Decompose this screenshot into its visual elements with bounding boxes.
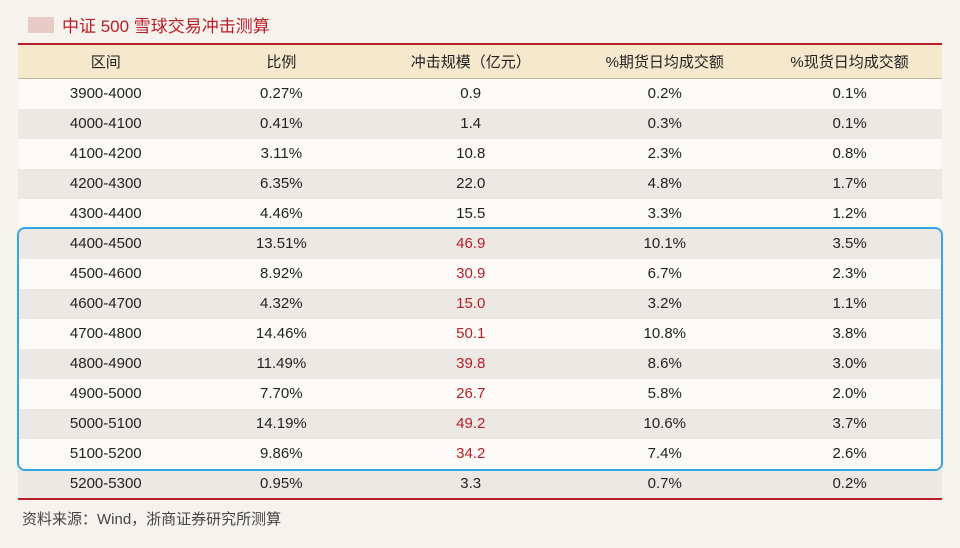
cell: 3.7%	[757, 409, 942, 439]
cell: 4000-4100	[18, 109, 194, 139]
cell: 5100-5200	[18, 439, 194, 469]
cell: 3.11%	[194, 139, 370, 169]
cell: 5.8%	[572, 379, 757, 409]
cell: 46.9	[369, 229, 572, 259]
cell: 0.8%	[757, 139, 942, 169]
cell: 6.7%	[572, 259, 757, 289]
cell: 9.86%	[194, 439, 370, 469]
cell: 1.2%	[757, 199, 942, 229]
cell: 30.9	[369, 259, 572, 289]
cell: 0.2%	[757, 469, 942, 499]
table-row: 4900-50007.70%26.75.8%2.0%	[18, 379, 942, 409]
cell: 1.1%	[757, 289, 942, 319]
cell: 3.3%	[572, 199, 757, 229]
cell: 2.0%	[757, 379, 942, 409]
cell: 3900-4000	[18, 79, 194, 109]
table-row: 4800-490011.49%39.88.6%3.0%	[18, 349, 942, 379]
cell: 6.35%	[194, 169, 370, 199]
cell: 4900-5000	[18, 379, 194, 409]
impact-table: 区间 比例 冲击规模（亿元） %期货日均成交额 %现货日均成交额 3900-40…	[18, 43, 942, 529]
logo-icon	[28, 17, 54, 33]
cell: 0.41%	[194, 109, 370, 139]
cell: 49.2	[369, 409, 572, 439]
cell: 10.8%	[572, 319, 757, 349]
cell: 7.4%	[572, 439, 757, 469]
col-impact: 冲击规模（亿元）	[369, 44, 572, 79]
cell: 4.8%	[572, 169, 757, 199]
table-row: 5000-510014.19%49.210.6%3.7%	[18, 409, 942, 439]
table-row: 4400-450013.51%46.910.1%3.5%	[18, 229, 942, 259]
col-range: 区间	[18, 44, 194, 79]
cell: 4700-4800	[18, 319, 194, 349]
cell: 4300-4400	[18, 199, 194, 229]
cell: 0.27%	[194, 79, 370, 109]
table-body: 3900-40000.27%0.90.2%0.1%4000-41000.41%1…	[18, 79, 942, 499]
cell: 0.95%	[194, 469, 370, 499]
cell: 1.7%	[757, 169, 942, 199]
cell: 2.3%	[572, 139, 757, 169]
cell: 3.3	[369, 469, 572, 499]
chart-title-row: 中证 500 雪球交易冲击测算	[18, 12, 942, 37]
cell: 4600-4700	[18, 289, 194, 319]
cell: 14.19%	[194, 409, 370, 439]
table-row: 5200-53000.95%3.30.7%0.2%	[18, 469, 942, 499]
table-row: 5100-52009.86%34.27.4%2.6%	[18, 439, 942, 469]
cell: 0.9	[369, 79, 572, 109]
col-pct: 比例	[194, 44, 370, 79]
table-row: 4700-480014.46%50.110.8%3.8%	[18, 319, 942, 349]
cell: 2.3%	[757, 259, 942, 289]
table-row: 4500-46008.92%30.96.7%2.3%	[18, 259, 942, 289]
cell: 8.6%	[572, 349, 757, 379]
cell: 3.0%	[757, 349, 942, 379]
chart-title: 中证 500 雪球交易冲击测算	[62, 12, 270, 37]
cell: 2.6%	[757, 439, 942, 469]
table-row: 4000-41000.41%1.40.3%0.1%	[18, 109, 942, 139]
cell: 0.2%	[572, 79, 757, 109]
table-row: 4100-42003.11%10.82.3%0.8%	[18, 139, 942, 169]
cell: 4.46%	[194, 199, 370, 229]
cell: 4500-4600	[18, 259, 194, 289]
cell: 14.46%	[194, 319, 370, 349]
cell: 3.5%	[757, 229, 942, 259]
cell: 50.1	[369, 319, 572, 349]
cell: 5000-5100	[18, 409, 194, 439]
cell: 1.4	[369, 109, 572, 139]
cell: 0.1%	[757, 79, 942, 109]
cell: 3.8%	[757, 319, 942, 349]
cell: 15.5	[369, 199, 572, 229]
cell: 4800-4900	[18, 349, 194, 379]
cell: 10.6%	[572, 409, 757, 439]
table-row: 4300-44004.46%15.53.3%1.2%	[18, 199, 942, 229]
col-spot: %现货日均成交额	[757, 44, 942, 79]
cell: 5200-5300	[18, 469, 194, 499]
cell: 10.8	[369, 139, 572, 169]
cell: 0.7%	[572, 469, 757, 499]
cell: 4400-4500	[18, 229, 194, 259]
cell: 15.0	[369, 289, 572, 319]
cell: 34.2	[369, 439, 572, 469]
cell: 4200-4300	[18, 169, 194, 199]
cell: 0.1%	[757, 109, 942, 139]
table-row: 4600-47004.32%15.03.2%1.1%	[18, 289, 942, 319]
cell: 0.3%	[572, 109, 757, 139]
cell: 13.51%	[194, 229, 370, 259]
cell: 4100-4200	[18, 139, 194, 169]
cell: 7.70%	[194, 379, 370, 409]
table-header-row: 区间 比例 冲击规模（亿元） %期货日均成交额 %现货日均成交额	[18, 44, 942, 79]
table-row: 4200-43006.35%22.04.8%1.7%	[18, 169, 942, 199]
cell: 26.7	[369, 379, 572, 409]
source-note: 资料来源：Wind，浙商证券研究所测算	[18, 499, 942, 529]
cell: 39.8	[369, 349, 572, 379]
cell: 11.49%	[194, 349, 370, 379]
col-fut: %期货日均成交额	[572, 44, 757, 79]
table-row: 3900-40000.27%0.90.2%0.1%	[18, 79, 942, 109]
cell: 4.32%	[194, 289, 370, 319]
cell: 22.0	[369, 169, 572, 199]
cell: 3.2%	[572, 289, 757, 319]
cell: 8.92%	[194, 259, 370, 289]
cell: 10.1%	[572, 229, 757, 259]
